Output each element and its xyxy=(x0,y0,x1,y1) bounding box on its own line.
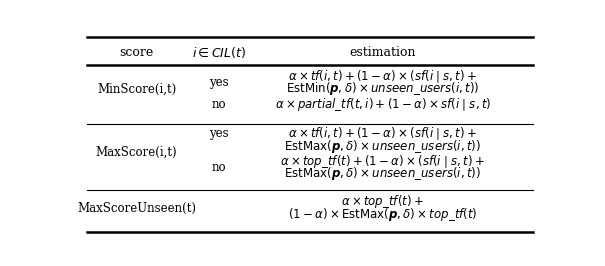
Text: $\alpha \times \mathit{partial\_tf}(t,i)+(1-\alpha)\times sf(i\mid s,t)$: $\alpha \times \mathit{partial\_tf}(t,i)… xyxy=(275,96,491,113)
Text: estimation: estimation xyxy=(350,46,416,59)
Text: $\mathrm{EstMin}(\boldsymbol{p},\delta)\times \mathit{unseen\_users}(i,t))$: $\mathrm{EstMin}(\boldsymbol{p},\delta)\… xyxy=(286,80,479,97)
Text: score: score xyxy=(119,46,154,59)
Text: $\alpha \times \mathit{top\_tf}(t)+$: $\alpha \times \mathit{top\_tf}(t)+$ xyxy=(341,193,424,210)
Text: $\mathrm{EstMax}(\boldsymbol{p},\delta)\times \mathit{unseen\_users}(i,t))$: $\mathrm{EstMax}(\boldsymbol{p},\delta)\… xyxy=(284,138,481,155)
Text: $\mathrm{EstMax}(\boldsymbol{p},\delta)\times \mathit{unseen\_users}(i,t))$: $\mathrm{EstMax}(\boldsymbol{p},\delta)\… xyxy=(284,165,481,182)
Text: $i \in \mathit{CIL}(t)$: $i \in \mathit{CIL}(t)$ xyxy=(192,45,246,60)
Text: $\alpha \times tf(i,t)+(1-\alpha)\times(sf(i\mid s,t)+$: $\alpha \times tf(i,t)+(1-\alpha)\times(… xyxy=(288,126,477,142)
Text: $(1-\alpha)\times \mathrm{EstMax}(\boldsymbol{p},\delta)\times \mathit{top\_tf}(: $(1-\alpha)\times \mathrm{EstMax}(\bolds… xyxy=(288,206,477,223)
Text: no: no xyxy=(211,161,226,174)
Text: $\alpha \times \mathit{top\_tf}(t)+(1-\alpha)\times(sf(i\mid s,t)+$: $\alpha \times \mathit{top\_tf}(t)+(1-\a… xyxy=(280,153,485,170)
Text: yes: yes xyxy=(209,76,229,89)
Text: MaxScore(i,t): MaxScore(i,t) xyxy=(96,146,177,159)
Text: yes: yes xyxy=(209,127,229,140)
Text: MaxScoreUnseen(t): MaxScoreUnseen(t) xyxy=(77,202,196,215)
Text: $\alpha \times tf(i,t)+(1-\alpha)\times(sf(i\mid s,t)+$: $\alpha \times tf(i,t)+(1-\alpha)\times(… xyxy=(288,68,477,85)
Text: MinScore(i,t): MinScore(i,t) xyxy=(97,83,176,96)
Text: no: no xyxy=(211,98,226,111)
